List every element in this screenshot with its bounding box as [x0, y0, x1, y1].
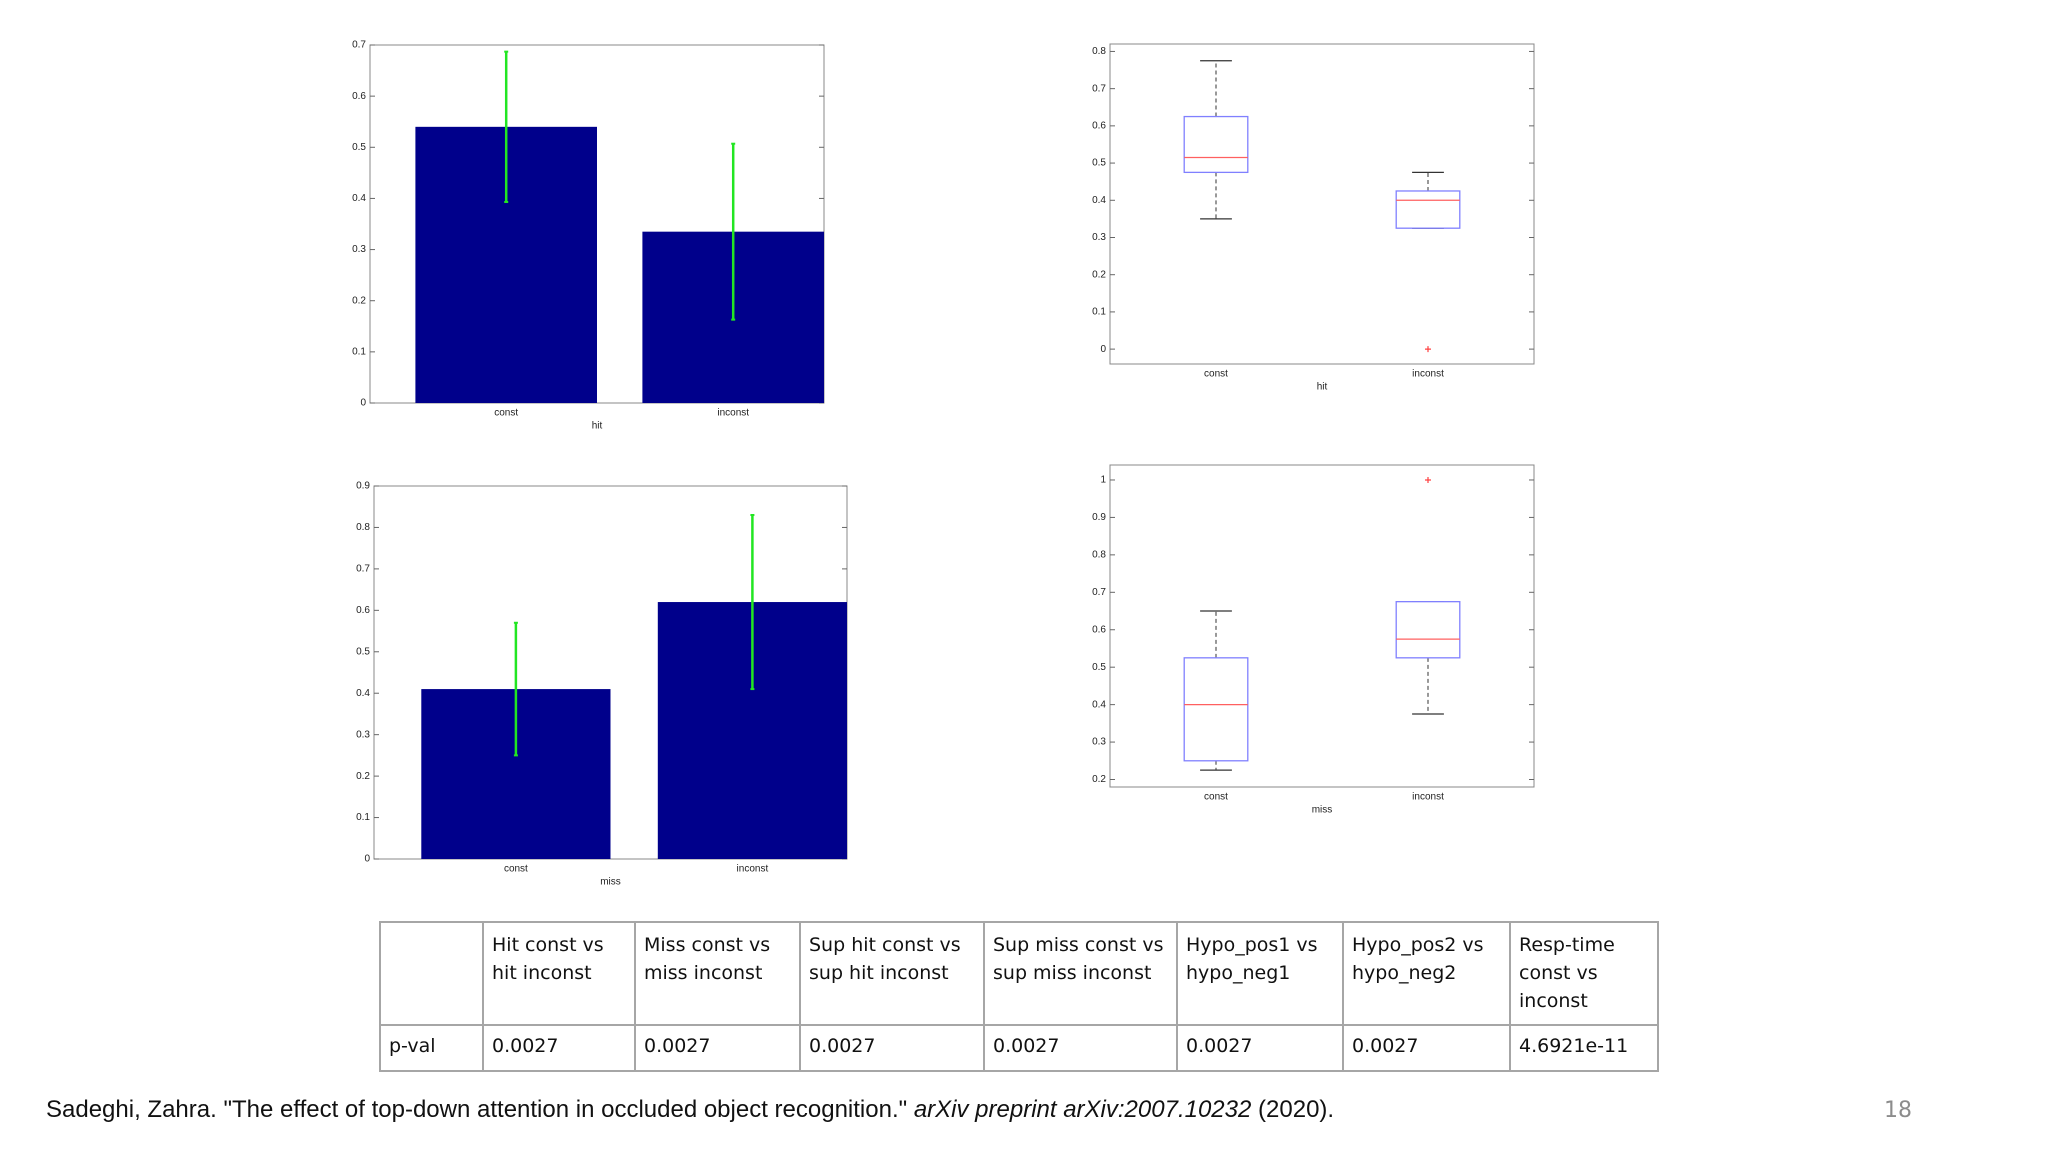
x-axis-label: miss — [1312, 805, 1333, 816]
header-cell: Sup hit const vs sup hit inconst — [799, 921, 985, 1026]
header-cell: Resp-time const vs inconst — [1509, 921, 1659, 1026]
citation: Sadeghi, Zahra. "The effect of top-down … — [46, 1096, 1334, 1124]
y-tick-label: 0 — [364, 854, 370, 865]
x-tick-label: inconst — [737, 864, 769, 875]
header-cell: Miss const vs miss inconst — [634, 921, 801, 1026]
y-tick-label: 0.2 — [1092, 774, 1106, 785]
y-tick-label: 0.3 — [352, 244, 366, 255]
corner-cell — [379, 921, 484, 1026]
cell: 4.6921e-11 — [1509, 1024, 1659, 1072]
y-tick-label: 0.2 — [1092, 269, 1106, 280]
y-tick-label: 0.7 — [352, 40, 366, 51]
x-tick-label: const — [1204, 792, 1228, 803]
plot-frame — [1109, 464, 1535, 788]
box — [1183, 657, 1249, 762]
citation-tail: (2020). — [1251, 1096, 1335, 1123]
y-tick-label: 0.5 — [1092, 662, 1106, 673]
x-tick-label: const — [494, 408, 518, 419]
y-tick-label: 0.6 — [1092, 624, 1106, 635]
y-tick-label: 0.8 — [1092, 550, 1106, 561]
y-tick-label: 0.3 — [356, 729, 370, 740]
y-tick-label: 0.7 — [1092, 587, 1106, 598]
citation-italic: arXiv preprint arXiv:2007.10232 — [913, 1096, 1252, 1123]
y-tick-label: 0.1 — [352, 346, 366, 357]
y-tick-label: 0.9 — [1092, 512, 1106, 523]
box — [1395, 601, 1461, 659]
cell: 0.0027 — [482, 1024, 636, 1072]
y-tick-label: 0.5 — [356, 646, 370, 657]
y-tick-label: 0.7 — [356, 564, 370, 575]
outlier — [1425, 476, 1431, 483]
y-tick-label: 0.6 — [1092, 121, 1106, 132]
header-cell: Hit const vs hit inconst — [482, 921, 636, 1026]
page-number: 18 — [1884, 1098, 1912, 1123]
y-tick-label: 0.4 — [352, 193, 366, 204]
y-tick-label: 0.4 — [1092, 195, 1106, 206]
y-tick-label: 0.5 — [352, 142, 366, 153]
y-tick-label: 0.4 — [356, 688, 370, 699]
outlier — [1425, 346, 1431, 353]
header-cell: Sup miss const vs sup miss inconst — [983, 921, 1178, 1026]
y-tick-label: 0.1 — [356, 812, 370, 823]
box — [1183, 115, 1249, 174]
p-value-table: Hit const vs hit inconst Miss const vs m… — [379, 921, 1659, 1072]
x-tick-label: const — [1204, 369, 1228, 380]
y-tick-label: 0 — [360, 398, 366, 409]
cell: 0.0027 — [1176, 1024, 1344, 1072]
y-tick-label: 0.6 — [356, 605, 370, 616]
y-tick-label: 0.3 — [1092, 232, 1106, 243]
y-tick-label: 0.7 — [1092, 83, 1106, 94]
cell: 0.0027 — [983, 1024, 1178, 1072]
header-cell: Hypo_pos1 vs hypo_neg1 — [1176, 921, 1344, 1026]
x-tick-label: inconst — [1412, 369, 1444, 380]
x-tick-label: const — [504, 864, 528, 875]
y-tick-label: 0.1 — [1092, 307, 1106, 318]
y-tick-label: 0.3 — [1092, 737, 1106, 748]
x-axis-label: hit — [1317, 382, 1328, 393]
x-axis-label: hit — [592, 421, 603, 432]
data-row: p-val 0.0027 0.0027 0.0027 0.0027 0.0027… — [379, 1024, 1659, 1072]
header-cell: Hypo_pos2 vs hypo_neg2 — [1342, 921, 1511, 1026]
header-row: Hit const vs hit inconst Miss const vs m… — [379, 921, 1659, 1026]
y-tick-label: 0.6 — [352, 91, 366, 102]
cell: 0.0027 — [634, 1024, 801, 1072]
y-tick-label: 0.5 — [1092, 158, 1106, 169]
x-tick-label: inconst — [1412, 792, 1444, 803]
y-tick-label: 0.2 — [356, 771, 370, 782]
citation-text: Sadeghi, Zahra. "The effect of top-down … — [46, 1096, 914, 1123]
cell: 0.0027 — [799, 1024, 985, 1072]
plot-frame — [1109, 43, 1535, 365]
y-tick-label: 1 — [1100, 475, 1106, 486]
y-tick-label: 0.8 — [1092, 46, 1106, 57]
x-tick-label: inconst — [717, 408, 749, 419]
row-label: p-val — [379, 1024, 484, 1072]
box — [1395, 190, 1461, 229]
y-tick-label: 0 — [1100, 344, 1106, 355]
y-tick-label: 0.8 — [356, 522, 370, 533]
x-axis-label: miss — [600, 877, 621, 888]
y-tick-label: 0.4 — [1092, 699, 1106, 710]
y-tick-label: 0.9 — [356, 481, 370, 492]
y-tick-label: 0.2 — [352, 295, 366, 306]
cell: 0.0027 — [1342, 1024, 1511, 1072]
